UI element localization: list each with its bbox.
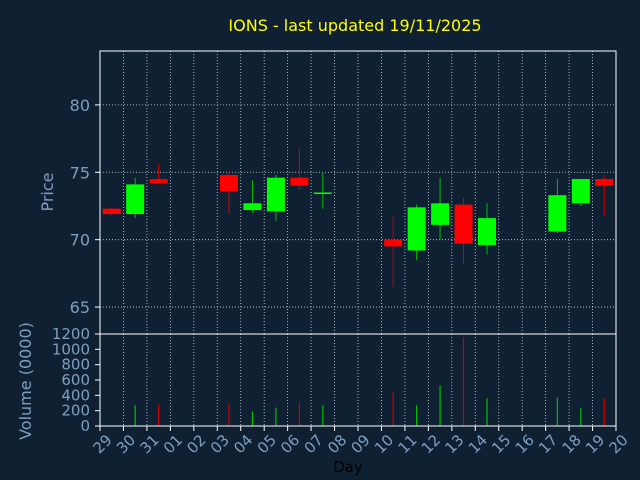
x-tick-label: 16 (512, 431, 538, 457)
candle-body (407, 207, 426, 251)
candle-body (595, 179, 614, 186)
candle-body (478, 218, 496, 246)
candle-body (126, 184, 145, 215)
x-tick-label: 03 (207, 431, 233, 457)
x-tick-label: 08 (324, 431, 350, 457)
chart-title: IONS - last updated 19/11/2025 (228, 16, 481, 35)
x-tick-label: 02 (183, 431, 209, 457)
x-tick-label: 18 (559, 431, 585, 457)
x-tick-label: 14 (465, 431, 491, 457)
x-tick-label: 04 (230, 431, 256, 457)
x-axis-label: Day (333, 458, 363, 476)
x-tick-label: 20 (606, 431, 632, 457)
x-tick-label: 01 (160, 431, 186, 457)
price-axis-label: Price (38, 172, 57, 211)
volume-tick-label: 200 (61, 402, 90, 420)
x-tick-label: 29 (90, 431, 116, 457)
x-tick-label: 06 (277, 431, 303, 457)
candle-body (149, 179, 168, 184)
candle-body (102, 208, 121, 215)
price-tick-label: 80 (70, 96, 90, 115)
x-tick-label: 10 (371, 431, 397, 457)
price-tick-label: 70 (70, 231, 90, 250)
x-axis: 2930310102030405060708091011121314151617… (90, 426, 632, 457)
x-tick-label: 31 (136, 431, 162, 457)
x-tick-label: 17 (535, 431, 561, 457)
candle-body (220, 174, 238, 192)
volume-tick-label: 1000 (52, 340, 90, 358)
x-tick-label: 12 (418, 431, 444, 457)
volume-tick-label: 0 (80, 417, 90, 435)
candle-body (384, 239, 403, 247)
x-tick-label: 07 (301, 431, 327, 457)
x-tick-label: 15 (488, 431, 514, 457)
price-panel: 65 70 75 80 (70, 50, 617, 335)
candle-body (290, 177, 309, 186)
x-tick-label: 09 (348, 431, 374, 457)
volume-tick-label: 1200 (52, 325, 90, 343)
candle-body (266, 177, 285, 212)
x-tick-label: 05 (254, 431, 280, 457)
candle-body (454, 204, 473, 244)
x-tick-label: 30 (113, 431, 139, 457)
x-tick-label: 19 (582, 431, 608, 457)
volume-tick-label: 600 (61, 371, 90, 389)
candle-body (431, 203, 450, 225)
volume-tick-label: 800 (61, 356, 90, 374)
price-tick-label: 75 (70, 163, 90, 182)
x-tick-label: 11 (394, 431, 420, 457)
candle-body (571, 179, 590, 204)
candle-body (313, 192, 332, 194)
x-tick-label: 13 (441, 431, 467, 457)
volume-tick-label: 400 (61, 386, 90, 404)
price-tick-label: 65 (70, 298, 90, 317)
candle-body (548, 195, 567, 232)
candle-body (243, 203, 262, 211)
volume-axis-label: Volume (0000) (16, 322, 35, 440)
